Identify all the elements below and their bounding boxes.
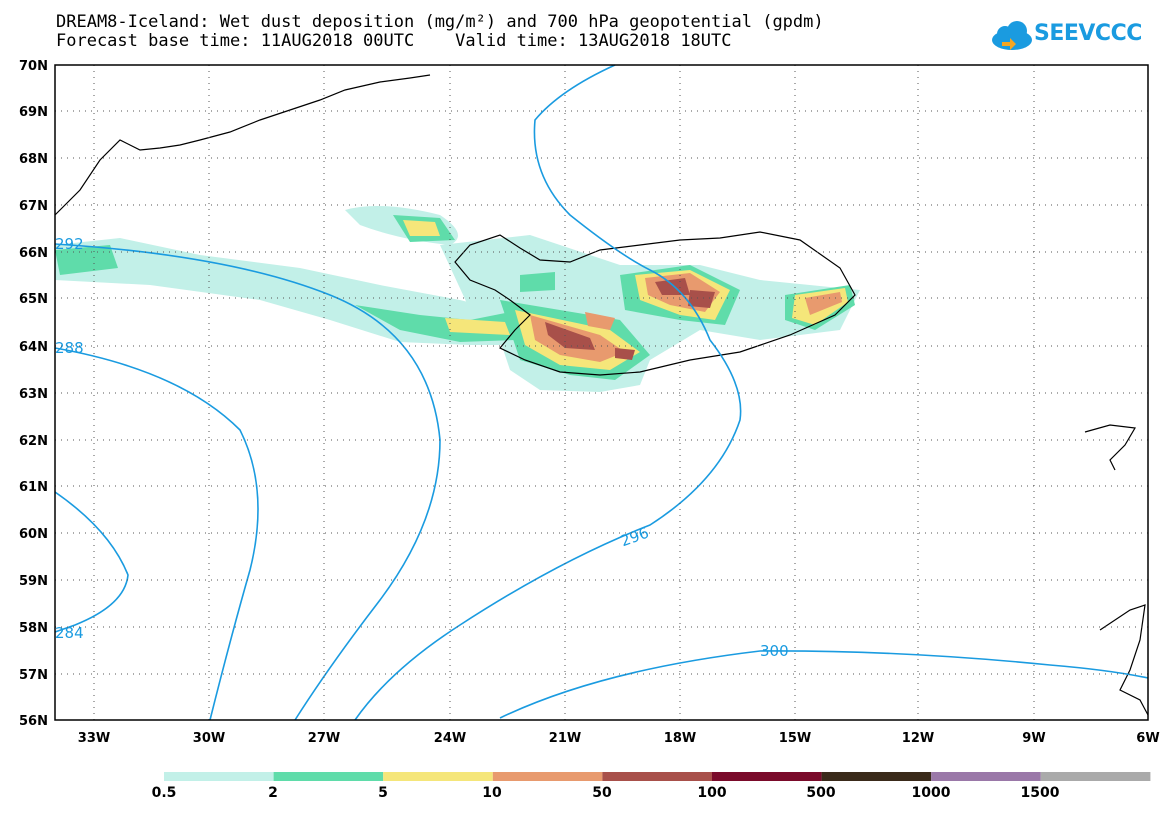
lon-label: 9W	[1022, 731, 1045, 746]
contour-label: 296	[618, 524, 651, 551]
deposition-area	[585, 312, 615, 330]
lon-label: 27W	[308, 731, 340, 746]
lon-label: 24W	[434, 731, 466, 746]
colorbar-swatch	[492, 772, 603, 781]
colorbar-label: 0.5	[151, 785, 177, 801]
colorbar-label: 5	[378, 785, 388, 801]
lat-label: 68N	[19, 152, 48, 167]
lat-label: 59N	[19, 574, 48, 589]
colorbar-label: 500	[806, 785, 836, 801]
colorbar-swatch	[931, 772, 1041, 781]
lat-label: 65N	[19, 292, 48, 307]
colorbar-label: 1500	[1020, 785, 1060, 801]
coastline-layer	[54, 74, 1149, 716]
lon-label: 21W	[549, 731, 581, 746]
deposition-area	[445, 318, 510, 335]
colorbar-swatch	[821, 772, 932, 781]
lat-label: 70N	[19, 59, 48, 74]
lon-label: 18W	[664, 731, 696, 746]
colorbar-swatch	[712, 772, 822, 781]
cloud-icon	[992, 21, 1032, 50]
colorbar-swatch	[273, 772, 384, 781]
colorbar-label: 2	[268, 785, 278, 801]
map-title: DREAM8-Iceland: Wet dust deposition (mg/…	[56, 12, 824, 32]
contour-line	[54, 243, 441, 721]
lat-label: 69N	[19, 105, 48, 120]
lon-label: 30W	[193, 731, 225, 746]
map-subtitle: Forecast base time: 11AUG2018 00UTC Vali…	[56, 31, 732, 51]
deposition-area	[545, 322, 595, 350]
iceland-coastline	[454, 231, 856, 376]
contour-label: 292	[55, 235, 84, 253]
lat-label: 57N	[19, 668, 48, 683]
scotland-coastline	[1099, 604, 1149, 716]
dust-deposition-layer	[55, 206, 860, 392]
contour-line	[54, 491, 129, 633]
lat-label: 58N	[19, 621, 48, 636]
contour-label: 284	[55, 624, 84, 642]
lon-label: 6W	[1136, 731, 1159, 746]
map-frame	[54, 64, 1149, 721]
colorbar-swatch	[164, 772, 274, 781]
contour-label: 288	[55, 339, 84, 357]
lon-label: 15W	[779, 731, 811, 746]
lon-label: 33W	[78, 731, 110, 746]
lon-label: 12W	[902, 731, 934, 746]
map-gridlines	[55, 65, 1148, 720]
colorbar-label: 10	[482, 785, 502, 801]
contour-line	[354, 64, 742, 721]
lat-label: 60N	[19, 527, 48, 542]
deposition-area	[688, 290, 715, 308]
deposition-area	[55, 245, 118, 275]
colorbar-label: 1000	[911, 785, 951, 801]
colorbar-swatch	[383, 772, 493, 781]
colorbar-swatch	[602, 772, 712, 781]
contour-line	[499, 650, 1149, 719]
deposition-area	[520, 272, 555, 292]
colorbar-swatch	[1040, 772, 1151, 781]
lat-label: 64N	[19, 340, 48, 355]
lat-label: 61N	[19, 480, 48, 495]
deposition-area	[615, 348, 635, 360]
greenland-coastline	[54, 74, 431, 216]
scotland-coastline	[1084, 424, 1136, 471]
lat-label: 67N	[19, 199, 48, 214]
lat-label: 63N	[19, 387, 48, 402]
colorbar-label: 100	[697, 785, 727, 801]
lat-label: 56N	[19, 714, 48, 729]
deposition-area	[805, 292, 842, 315]
geopotential-contours	[54, 64, 1149, 721]
contour-label: 300	[760, 642, 789, 660]
lat-label: 66N	[19, 246, 48, 261]
seevccc-logo: SEEVCCC	[990, 16, 1142, 56]
colorbar	[164, 772, 1151, 781]
deposition-area	[403, 220, 440, 236]
contour-line	[54, 347, 259, 721]
deposition-area	[655, 278, 690, 295]
colorbar-label: 50	[592, 785, 612, 801]
logo-text: SEEVCCC	[1034, 21, 1142, 46]
lat-label: 62N	[19, 434, 48, 449]
